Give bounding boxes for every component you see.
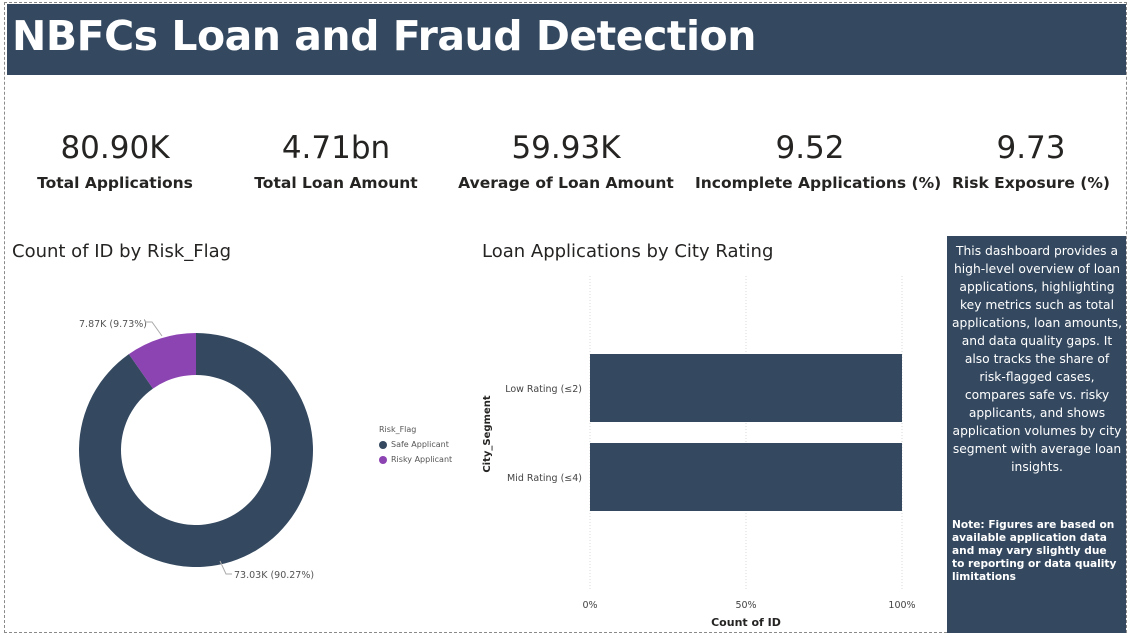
kpi-card-total-loan-amount[interactable]: 4.71bn Total Loan Amount [221, 130, 451, 193]
bar-chart-title: Loan Applications by City Rating [482, 241, 774, 262]
donut-slice-risky[interactable] [128, 333, 196, 389]
info-panel: This dashboard provides a high-level ove… [947, 236, 1126, 633]
bar-chart[interactable]: 0% 50% 100% Low Rating (≤2) Mid Rating (≤4) C… [470, 236, 940, 636]
x-tick-label: 0% [582, 600, 597, 611]
legend-dot-icon [379, 455, 387, 464]
legend-dot-icon [379, 440, 387, 449]
kpi-card-total-applications[interactable]: 80.90K Total Applications [0, 130, 230, 193]
page-title: NBFCs Loan and Fraud Detection [12, 12, 756, 60]
x-tick-label: 100% [888, 600, 915, 611]
x-axis-title: Count of ID [711, 616, 781, 629]
y-axis-title: City_Segment [482, 395, 493, 473]
donut-chart-title: Count of ID by Risk_Flag [12, 241, 232, 262]
legend-item-risky[interactable]: Risky Applicant [379, 455, 452, 464]
kpi-label: Total Loan Amount [254, 174, 418, 192]
kpi-value: 4.71bn [281, 130, 391, 166]
kpi-value: 80.90K [60, 130, 170, 166]
y-tick-label: Low Rating (≤2) [505, 384, 582, 395]
kpi-label: Risk Exposure (%) [951, 174, 1111, 192]
donut-chart[interactable]: 7.87K (9.73%) 73.03K (90.27%) [0, 236, 460, 636]
leader-line-risky [145, 321, 163, 337]
kpi-value: 59.93K [511, 130, 621, 166]
data-label-safe: 73.03K (90.27%) [234, 570, 314, 581]
x-tick-label: 50% [735, 600, 756, 611]
legend-label: Risky Applicant [391, 455, 453, 464]
bar-mid-rating[interactable] [590, 443, 902, 511]
info-description: This dashboard provides a high-level ove… [952, 244, 1122, 474]
report-header: NBFCs Loan and Fraud Detection [7, 4, 1126, 75]
kpi-card-incomplete-applications[interactable]: 9.52 Incomplete Applications (%) [695, 130, 942, 193]
y-tick-label: Mid Rating (≤4) [507, 473, 582, 484]
kpi-label: Total Applications [37, 174, 193, 192]
leader-line-safe [219, 560, 232, 575]
info-note: Note: Figures are based on available app… [952, 519, 1117, 583]
kpi-card-average-loan-amount[interactable]: 59.93K Average of Loan Amount [451, 130, 681, 193]
bar-low-rating[interactable] [590, 354, 902, 422]
data-label-risky: 7.87K (9.73%) [79, 319, 147, 330]
kpi-value: 9.52 [775, 130, 845, 166]
kpi-value: 9.73 [996, 130, 1066, 166]
donut-slice-safe[interactable] [79, 333, 314, 567]
legend-item-safe[interactable]: Safe Applicant [379, 440, 452, 449]
kpi-label: Average of Loan Amount [458, 174, 674, 192]
legend-title: Risk_Flag [379, 425, 417, 434]
legend-label: Safe Applicant [391, 440, 449, 449]
donut-legend: Risk_Flag Safe Applicant Risky Applicant [379, 425, 452, 464]
kpi-card-risk-exposure[interactable]: 9.73 Risk Exposure (%) [916, 130, 1133, 193]
kpi-label: Incomplete Applications (%) [695, 174, 942, 192]
report-canvas [4, 2, 1127, 633]
